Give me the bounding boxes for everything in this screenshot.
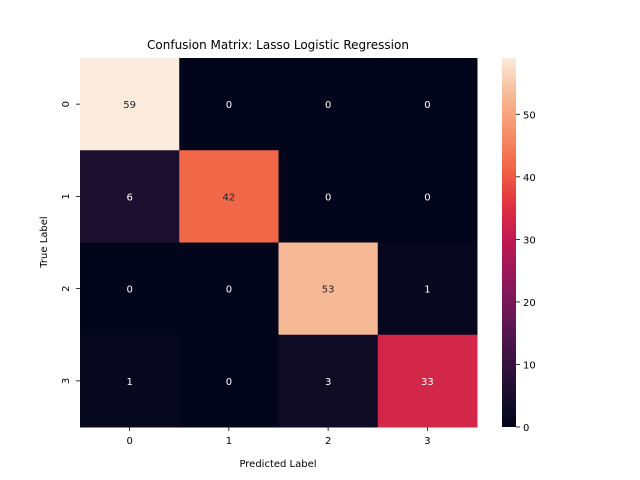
y-tick-label-3: 3 [61,378,72,384]
cell-value-r2-c1: 0 [226,285,232,296]
colorbar-tick-label-10: 10 [523,360,536,371]
cell-value-r3-c3: 33 [421,377,434,388]
cell-value-r1-c0: 6 [126,192,132,203]
x-axis-label: Predicted Label [239,459,316,470]
cell-value-r3-c0: 1 [126,377,132,388]
heatmap-cell-r1-c0 [80,150,180,243]
colorbar-tick-label-30: 30 [523,235,536,246]
heatmap-cell-r2-c2 [278,242,379,336]
colorbar-tick-label-40: 40 [523,173,536,184]
heatmap-cell-r2-c1 [179,242,279,336]
heatmap-cell-r0-c0 [80,58,180,151]
cell-value-r1-c3: 0 [424,192,430,203]
x-tick-label-3: 3 [424,436,430,447]
heatmap-cells [80,58,478,428]
y-tick-label-2: 2 [61,285,72,291]
cell-value-r3-c1: 0 [226,377,232,388]
cell-value-r1-c1: 42 [223,192,236,203]
colorbar-tick-label-0: 0 [523,423,529,434]
heatmap-cell-r3-c1 [179,334,279,428]
cell-value-r3-c2: 3 [325,377,331,388]
y-axis-label: True Label [39,216,50,268]
heatmap-cell-r1-c2 [278,150,379,243]
x-tick-label-2: 2 [325,436,331,447]
cell-value-r0-c1: 0 [226,100,232,111]
x-axis-ticks: 0 1 2 3 [126,427,431,447]
cell-value-r0-c3: 0 [424,100,430,111]
colorbar [502,58,516,427]
chart-title: Confusion Matrix: Lasso Logistic Regress… [147,38,409,52]
cell-value-r2-c2: 53 [322,285,335,296]
cell-value-r2-c0: 0 [126,285,132,296]
heatmap-cell-r2-c0 [80,242,180,336]
heatmap-cell-r0-c1 [179,58,279,151]
x-tick-label-0: 0 [126,436,132,447]
colorbar-tick-label-50: 50 [523,110,536,121]
x-tick-label-1: 1 [226,436,232,447]
cell-value-r1-c2: 0 [325,192,331,203]
y-axis-ticks: 0 1 2 3 [61,101,80,384]
heatmap-cell-r2-c3 [377,242,478,336]
y-tick-label-0: 0 [61,101,72,107]
heatmap-cell-r3-c0 [80,334,180,428]
heatmap-cell-r0-c2 [278,58,379,151]
cell-value-r0-c2: 0 [325,100,331,111]
colorbar-tick-label-20: 20 [523,298,536,309]
heatmap-annotations: 59 0 0 06 42 0 00 0 53 11 0 3 33 [123,100,433,388]
heatmap-cell-r3-c3 [377,334,478,428]
heatmap-cell-r1-c1 [179,150,279,243]
cell-value-r2-c3: 1 [424,285,430,296]
heatmap-cell-r3-c2 [278,334,379,428]
colorbar-ticks: 0 10 20 30 40 50 [516,110,536,434]
heatmap-cell-r0-c3 [377,58,478,151]
y-tick-label-1: 1 [61,193,72,199]
heatmap-cell-r1-c3 [377,150,478,243]
cell-value-r0-c0: 59 [123,100,136,111]
